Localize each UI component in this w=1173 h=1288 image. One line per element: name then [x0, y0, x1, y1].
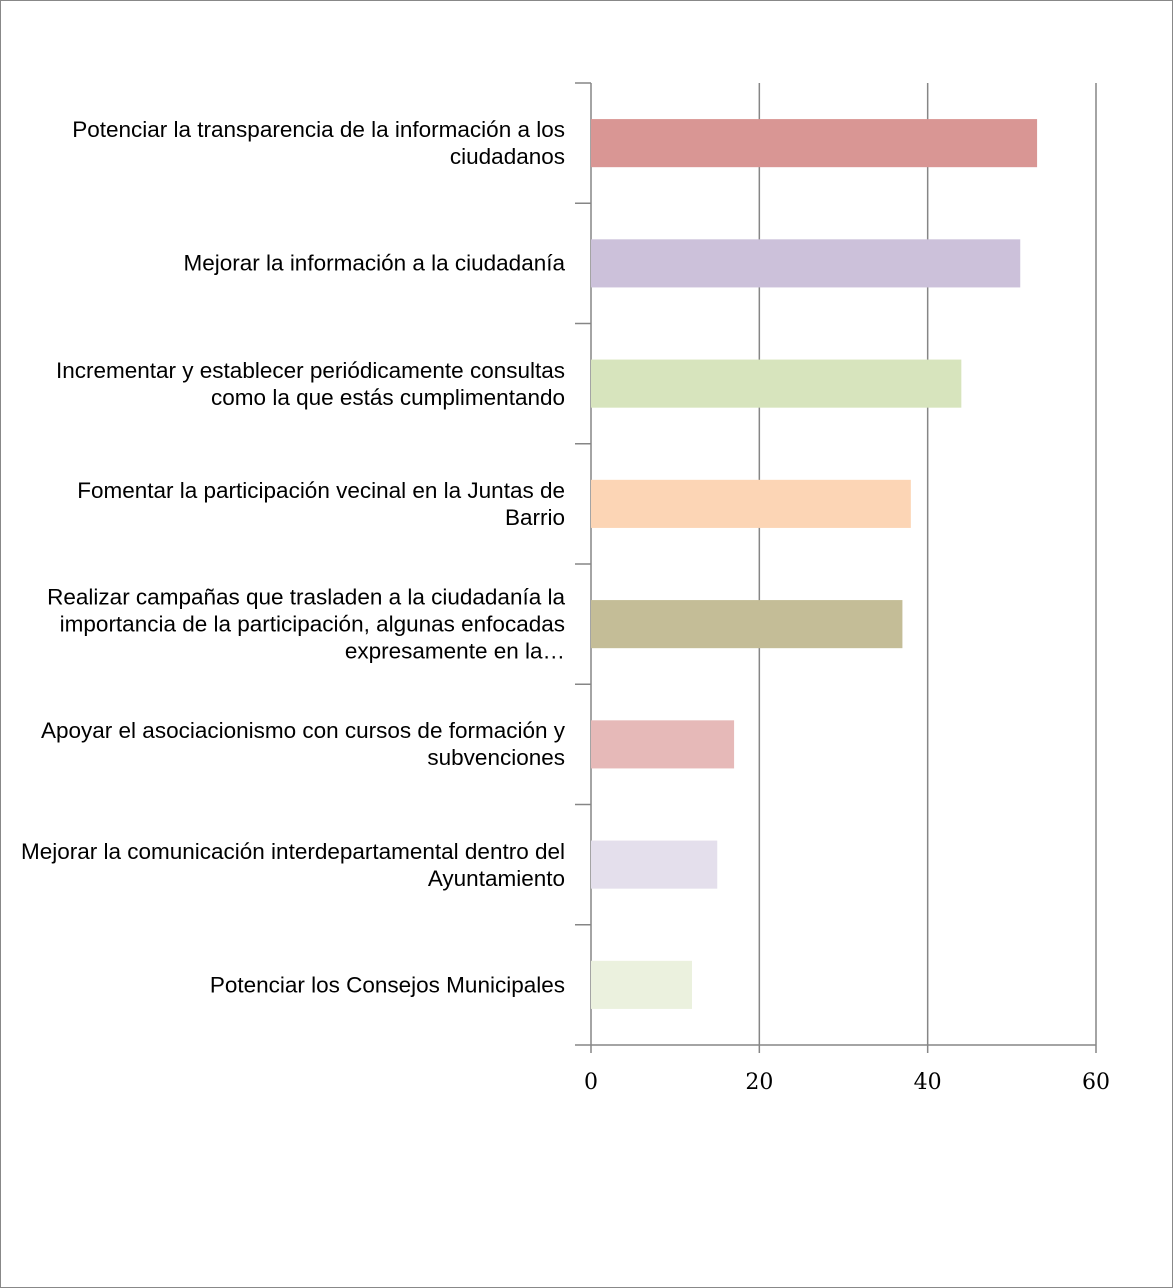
y-tick-label: Fomentar la participación vecinal en la … — [77, 477, 565, 530]
bar — [591, 720, 735, 769]
y-tick-label: Apoyar el asociacionismo con cursos de f… — [41, 718, 565, 771]
bar — [591, 600, 903, 649]
x-tick-label: 60 — [1082, 1070, 1110, 1095]
x-tick-label: 20 — [745, 1070, 773, 1095]
y-tick-label: Mejorar la comunicación interdepartament… — [20, 838, 565, 891]
y-tick-label: Mejorar la información a la ciudadanía — [183, 250, 565, 276]
y-tick-label: Realizar campañas que trasladen a la ciu… — [47, 584, 565, 664]
bar — [591, 960, 692, 1009]
bar — [591, 479, 911, 528]
y-tick-label: Incrementar y establecer periódicamente … — [55, 357, 565, 410]
bar — [591, 119, 1038, 168]
bar — [591, 239, 1021, 288]
y-tick-label: Potenciar los Consejos Municipales — [209, 972, 565, 998]
bar — [591, 359, 962, 408]
y-tick-label: Potenciar la transparencia de la informa… — [72, 117, 565, 170]
bar — [591, 840, 718, 889]
x-tick-label: 40 — [914, 1070, 942, 1095]
x-tick-label: 0 — [584, 1070, 598, 1095]
